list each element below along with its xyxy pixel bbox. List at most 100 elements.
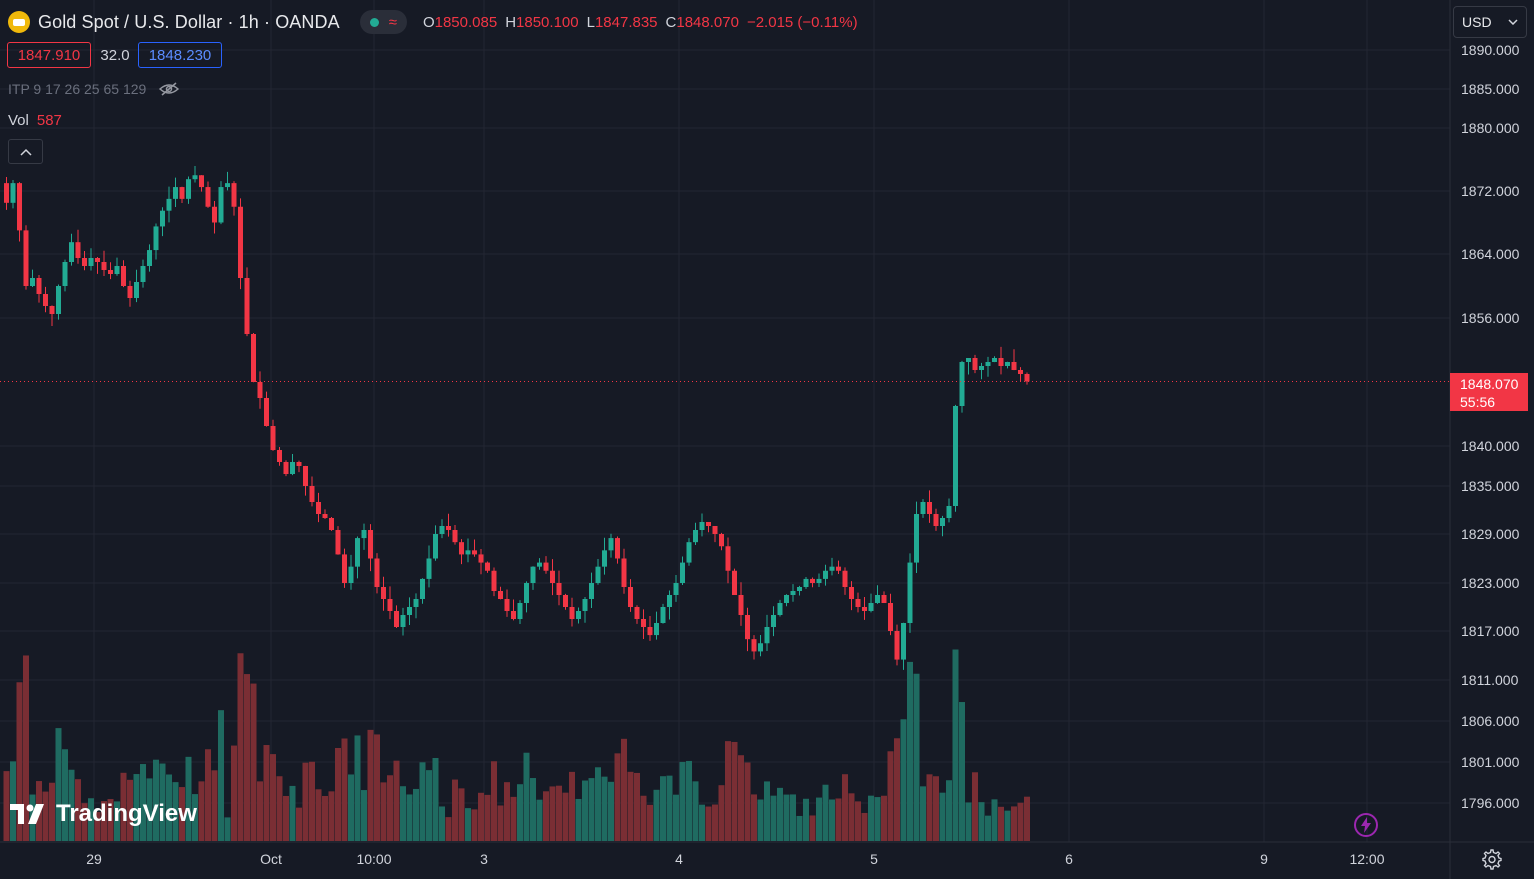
candle-body <box>4 183 9 203</box>
sell-button[interactable]: 1847.910 <box>7 42 91 68</box>
y-axis-tick-label: 1872.000 <box>1461 183 1520 199</box>
candle-body <box>283 462 289 474</box>
volume-bar <box>725 741 731 841</box>
candle-body <box>901 623 906 660</box>
candle-body <box>582 599 588 611</box>
candle-body <box>205 187 211 207</box>
candle-body <box>166 198 172 211</box>
collapse-legend-button[interactable] <box>8 139 43 164</box>
volume-bar <box>465 808 471 841</box>
candle-body <box>602 550 607 567</box>
volume-bar <box>562 792 569 841</box>
candle-body <box>608 538 614 551</box>
volume-bar <box>114 801 120 841</box>
volume-bar <box>679 761 686 841</box>
volume-bar <box>23 655 29 841</box>
candle-body <box>543 562 549 571</box>
volume-bar <box>439 806 445 841</box>
candle-body <box>400 615 406 627</box>
volume-legend[interactable]: Vol 587 <box>8 112 62 129</box>
volume-bar <box>231 745 237 841</box>
volume-bar <box>179 787 185 841</box>
volume-bar <box>920 786 926 841</box>
y-axis-tick-label: 1864.000 <box>1461 246 1520 262</box>
volume-bar <box>595 767 601 841</box>
candle-body <box>413 599 419 607</box>
volume-bar <box>998 806 1004 841</box>
candle-body <box>985 362 991 366</box>
volume-bar <box>816 797 822 841</box>
volume-bar <box>712 804 718 841</box>
candle-body <box>179 187 185 199</box>
volume-bar <box>348 774 354 841</box>
volume-bar <box>257 781 263 841</box>
settings-gear-icon[interactable] <box>1480 848 1502 870</box>
volume-bar <box>543 791 549 841</box>
volume-bar <box>88 798 94 841</box>
volume-bar <box>458 788 465 841</box>
buy-button[interactable]: 1848.230 <box>138 42 222 68</box>
volume-bar <box>432 757 439 841</box>
volume-bar <box>16 682 23 841</box>
y-axis-tick-label: 1840.000 <box>1461 438 1520 454</box>
candle-body <box>933 514 939 526</box>
volume-bar <box>198 781 205 841</box>
candle-body <box>849 587 854 599</box>
volume-bar <box>582 780 588 841</box>
chevron-down-icon <box>1508 19 1518 25</box>
volume-bar <box>205 749 211 841</box>
volume-bar <box>341 738 348 841</box>
volume-bar <box>354 735 361 841</box>
candle-body <box>998 358 1004 366</box>
candle-body <box>472 550 477 555</box>
symbol-title[interactable]: Gold Spot / U.S. Dollar · 1h · OANDA <box>38 11 340 32</box>
volume-bar <box>731 741 738 841</box>
volume-bar <box>211 770 218 841</box>
candle-body <box>329 518 334 530</box>
candle-body <box>634 607 640 619</box>
volume-bar <box>296 807 302 841</box>
volume-bar <box>705 806 712 841</box>
indicator-legend[interactable]: ITP 9 17 26 25 65 129 <box>8 81 180 97</box>
candle-body <box>894 631 900 660</box>
candle-body <box>784 595 789 603</box>
candle-body <box>491 570 497 591</box>
volume-bar <box>452 779 458 841</box>
candle-body <box>738 595 744 615</box>
volume-bar <box>530 778 536 841</box>
y-axis-tick-label: 1856.000 <box>1461 310 1520 326</box>
x-axis-tick-label: 10:00 <box>356 851 391 867</box>
candle-body <box>673 583 679 595</box>
volume-bar <box>120 772 127 841</box>
volume-bar <box>855 801 861 841</box>
candle-body <box>907 562 913 623</box>
candle-body <box>374 558 380 587</box>
candle-body <box>173 187 178 199</box>
y-axis-tick-label: 1806.000 <box>1461 713 1520 729</box>
tradingview-logo[interactable]: TradingView <box>10 800 197 828</box>
candle-body <box>699 522 705 530</box>
volume-bar <box>166 774 172 841</box>
candle-body <box>426 558 432 579</box>
candle-body <box>842 570 848 587</box>
currency-select[interactable]: USD <box>1453 6 1527 38</box>
candle-body <box>153 226 159 251</box>
volume-bar <box>413 788 419 841</box>
lightning-icon[interactable] <box>1353 812 1379 838</box>
candle-body <box>966 358 971 362</box>
candle-body <box>127 286 133 298</box>
volume-bar <box>738 755 744 841</box>
candle-body <box>504 599 510 611</box>
candle-body <box>348 566 354 583</box>
volume-bar <box>419 762 426 841</box>
volume-bar <box>218 710 224 841</box>
volume-bar <box>829 799 835 841</box>
eye-crossed-icon[interactable] <box>158 81 180 97</box>
status-pill[interactable]: ≈ <box>359 10 407 34</box>
candle-body <box>30 278 35 286</box>
currency-label: USD <box>1462 14 1492 30</box>
volume-bar <box>335 747 341 841</box>
volume-bar <box>881 795 887 841</box>
volume-bar <box>959 702 965 841</box>
